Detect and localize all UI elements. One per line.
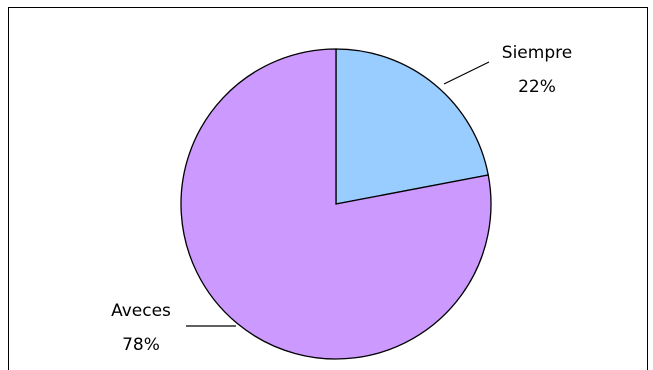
slice-label-siempre-percent: 22% xyxy=(518,77,556,97)
pie-slice-aveces xyxy=(180,48,492,360)
slice-label-siempre-name: Siempre xyxy=(502,43,572,63)
leader-line-siempre xyxy=(443,61,490,85)
slice-label-aveces-name: Aveces xyxy=(111,301,171,321)
slice-label-aveces-percent: 78% xyxy=(122,335,160,355)
pie-slices xyxy=(180,48,492,360)
pie-slice-siempre xyxy=(335,48,490,205)
